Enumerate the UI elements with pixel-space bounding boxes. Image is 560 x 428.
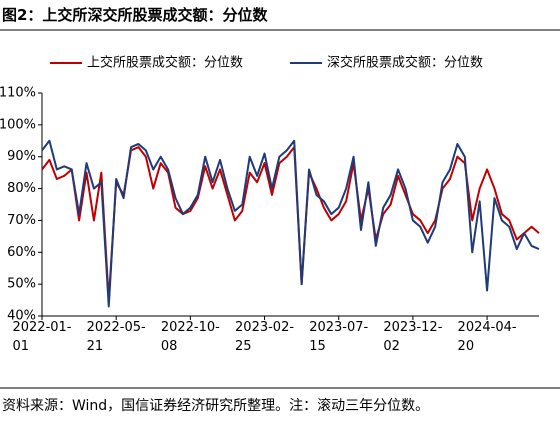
y-tick-label: 110% (0, 86, 36, 101)
series-line (41, 146, 540, 302)
x-tick-label: 2022-10- 08 (160, 320, 220, 354)
y-tick-label: 40% (7, 309, 36, 324)
chart-title: 图2：上交所深交所股票成交额：分位数 (2, 6, 268, 24)
series-line (41, 139, 540, 308)
x-tick-label: 2023-07- 15 (309, 320, 369, 354)
x-tick-label: 2023-02- 25 (235, 320, 295, 354)
y-tick-label: 50% (7, 277, 36, 292)
y-tick-label: 100% (0, 117, 36, 132)
legend-label: 上交所股票成交额：分位数 (87, 55, 243, 71)
x-tick-label: 2022-01- 01 (12, 320, 72, 354)
y-tick-label: 70% (7, 213, 36, 228)
x-tick-label: 2022-05- 21 (86, 320, 146, 354)
source-note: 资料来源：Wind，国信证券经济研究所整理。注：滚动三年分位数。 (2, 398, 430, 414)
y-tick-label: 60% (7, 245, 36, 260)
x-tick-label: 2023-12- 02 (383, 320, 443, 354)
y-tick-label: 90% (7, 149, 36, 164)
x-tick-label: 2024-04- 20 (457, 320, 517, 354)
legend-label: 深交所股票成交额：分位数 (327, 55, 483, 71)
y-tick-label: 80% (7, 181, 36, 196)
